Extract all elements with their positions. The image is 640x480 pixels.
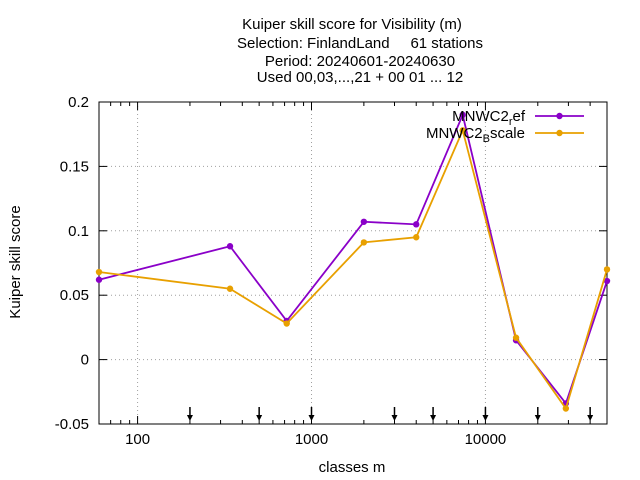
threshold-arrowhead [391, 415, 398, 421]
data-point [360, 218, 368, 225]
data-point [413, 221, 420, 228]
threshold-arrowhead [430, 415, 437, 421]
data-point [603, 277, 611, 285]
x-tick-label: 1000 [295, 431, 328, 448]
x-tick-label: 100 [125, 431, 150, 448]
data-point [283, 320, 290, 327]
y-tick-label: 0.05 [60, 287, 89, 304]
threshold-arrowhead [256, 415, 263, 421]
y-axis-label: Kuiper skill score [7, 205, 24, 318]
threshold-arrowhead [308, 415, 315, 421]
legend-label: MNWC2Bscale [426, 125, 525, 145]
axes: -0.05 0 0.05 0.1 0.15 0.2 100 1000 10000 [55, 94, 608, 448]
threshold-arrowhead [534, 415, 541, 421]
data-series [95, 111, 611, 412]
legend-label: MNWC2ref [452, 108, 526, 128]
threshold-arrowhead [186, 415, 193, 421]
chart-title: Kuiper skill score for Visibility (m) Se… [237, 16, 483, 86]
legend-entry: MNWC2ref [452, 108, 584, 128]
threshold-arrowhead [482, 415, 489, 421]
y-tick-label: 0.15 [60, 158, 89, 175]
legend-marker [556, 112, 563, 120]
title-line-3: Period: 20240601-20240630 [265, 53, 455, 70]
data-point [226, 285, 234, 292]
x-tick-label: 10000 [465, 431, 507, 448]
threshold-arrowhead [587, 415, 594, 421]
data-point [603, 266, 611, 273]
data-point [360, 239, 368, 246]
data-point [413, 234, 420, 241]
legend-entry: MNWC2Bscale [426, 125, 584, 145]
legend-marker [556, 129, 563, 137]
y-tick-label: 0 [81, 352, 89, 369]
threshold-markers [186, 407, 594, 421]
title-line-4: Used 00,03,...,21 + 00 01 ... 12 [257, 69, 463, 86]
data-point [512, 334, 520, 341]
data-point [459, 111, 466, 119]
data-point [459, 127, 466, 134]
data-point [562, 405, 570, 412]
y-tick-label: 0.2 [68, 94, 89, 111]
grid-lines [99, 102, 607, 424]
x-axis-label: classes m [319, 459, 386, 476]
title-line-2: Selection: FinlandLand 61 stations [237, 35, 483, 52]
title-line-1: Kuiper skill score for Visibility (m) [242, 16, 462, 33]
data-point [95, 276, 103, 283]
series-line [98, 127, 608, 411]
y-tick-label: 0.1 [68, 223, 89, 240]
y-tick-label: -0.05 [55, 416, 89, 433]
data-point [226, 243, 234, 250]
data-point [95, 268, 103, 276]
plot-frame [98, 101, 608, 425]
